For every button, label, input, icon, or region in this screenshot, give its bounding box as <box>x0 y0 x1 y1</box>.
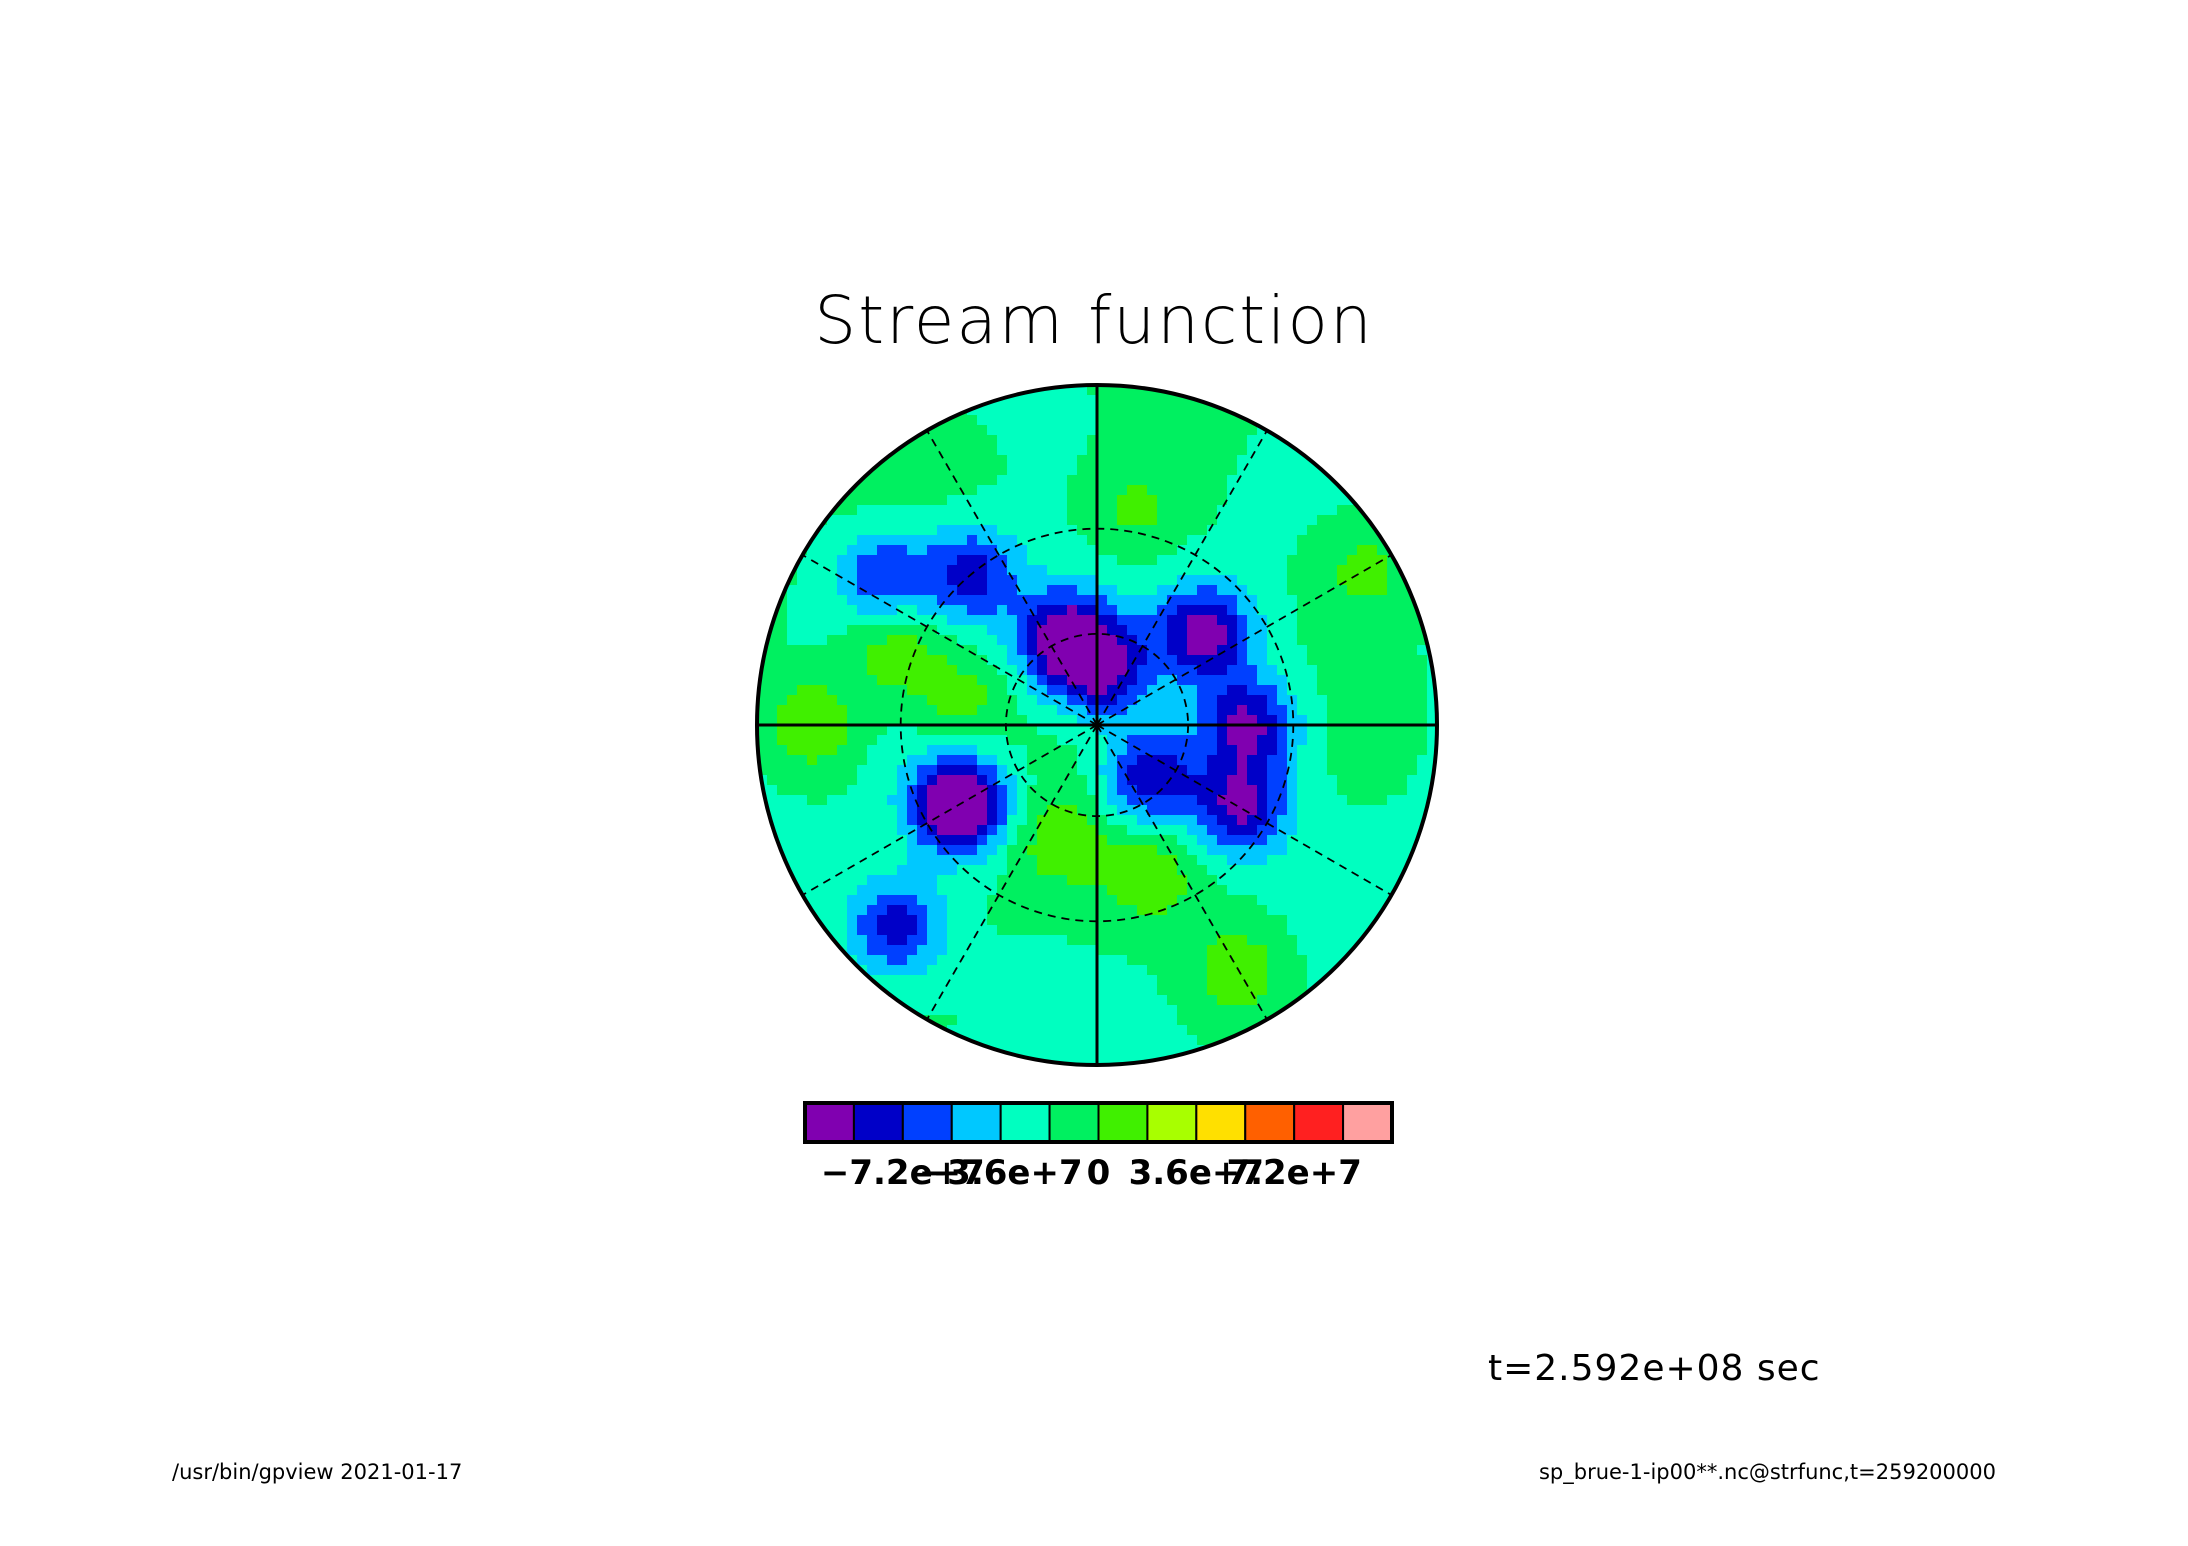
colorbar-swatch <box>950 1102 1002 1143</box>
colorbar-swatch <box>1293 1102 1345 1143</box>
colorbar-swatch <box>901 1102 953 1143</box>
graticule <box>757 385 1437 1065</box>
colorbar-tick-label: −7.2e+7 <box>821 1153 985 1193</box>
colorbar-swatch <box>1342 1102 1394 1143</box>
colorbar-swatch <box>1146 1102 1198 1143</box>
colorbar-tick-label: 3.6e+7 <box>1129 1153 1264 1193</box>
meridian <box>1096 430 1268 726</box>
colorbar-swatch <box>852 1102 904 1143</box>
meridian <box>1096 724 1268 1020</box>
meridian <box>926 724 1098 1020</box>
colorbar-tick-label: 0 <box>1087 1153 1111 1193</box>
meridian <box>1096 554 1392 726</box>
chart-title: Stream function <box>814 282 1374 359</box>
meridian <box>926 430 1098 726</box>
colorbar-swatch <box>999 1102 1051 1143</box>
footer-left: /usr/bin/gpview 2021-01-17 <box>172 1460 463 1484</box>
polar-map <box>755 383 1439 1067</box>
time-label: t=2.592e+08 sec <box>1488 1348 1821 1389</box>
colorbar-frame <box>803 1101 1394 1144</box>
meridian <box>1096 724 1392 896</box>
colorbar-swatch <box>1097 1102 1149 1143</box>
colorbar-swatch <box>1244 1102 1296 1143</box>
colorbar-swatch <box>804 1102 855 1143</box>
footer-right: sp_brue-1-ip00**.nc@strfunc,t=259200000 <box>1538 1460 1996 1484</box>
colorbar-swatch <box>1195 1102 1247 1143</box>
colorbar: −7.2e+7−3.6e+7 0 3.6e+77.2e+7 <box>803 1101 1394 1193</box>
colorbar-tick-label: 7.2e+7 <box>1226 1153 1361 1193</box>
colorbar-swatch <box>1048 1102 1100 1143</box>
meridian <box>802 554 1098 726</box>
map-boundary <box>755 383 1439 1067</box>
colorbar-tick-label: −3.6e+7 <box>919 1153 1083 1193</box>
meridian <box>802 724 1098 896</box>
